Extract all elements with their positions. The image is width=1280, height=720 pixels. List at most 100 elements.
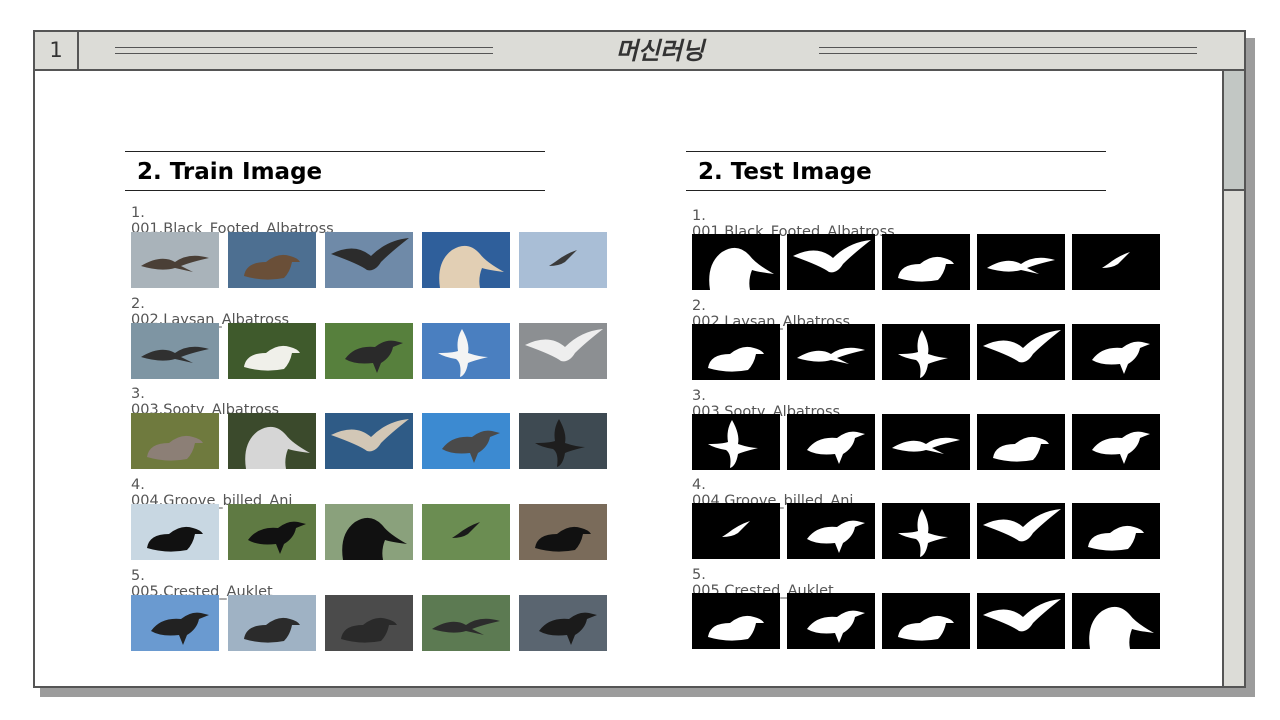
segmentation-mask	[787, 324, 875, 380]
segmentation-mask-bird	[797, 347, 865, 364]
train-image-row	[131, 413, 616, 469]
segmentation-mask-background	[977, 234, 1065, 290]
segmentation-mask-bird	[709, 247, 774, 290]
train-thumbnail-bird	[331, 419, 409, 452]
train-thumbnail	[519, 504, 607, 560]
segmentation-mask-bird	[807, 431, 865, 464]
train-thumbnail-bird	[539, 612, 597, 645]
segmentation-mask-bird	[898, 615, 954, 641]
train-thumbnail-bird	[244, 254, 300, 280]
segmentation-mask	[692, 234, 780, 290]
segmentation-mask	[787, 414, 875, 470]
segmentation-mask-bird	[987, 257, 1055, 274]
train-thumbnail	[131, 595, 219, 651]
segmentation-mask	[977, 593, 1065, 649]
segmentation-mask	[1072, 414, 1160, 470]
train-thumbnail-bird	[244, 345, 300, 371]
train-thumbnail	[422, 413, 510, 469]
segmentation-mask-bird	[898, 256, 954, 282]
segmentation-mask	[692, 324, 780, 380]
segmentation-mask-bird	[1092, 431, 1150, 464]
segmentation-mask-bird	[793, 240, 871, 273]
segmentation-mask	[1072, 503, 1160, 559]
segmentation-mask-bird	[1089, 606, 1154, 649]
train-thumbnail	[131, 232, 219, 288]
train-image-row	[131, 595, 616, 651]
page-number: 1	[35, 32, 79, 69]
train-thumbnail	[422, 504, 510, 560]
train-thumbnail-bird	[535, 526, 591, 552]
segmentation-mask	[977, 503, 1065, 559]
segmentation-mask	[1072, 593, 1160, 649]
train-thumbnail	[228, 323, 316, 379]
segmentation-mask	[977, 414, 1065, 470]
train-image-row	[131, 232, 616, 288]
test-mask-row	[692, 593, 1167, 649]
test-heading: 2. Test Image	[698, 159, 872, 185]
segmentation-mask-background	[787, 324, 875, 380]
train-thumbnail-bird	[151, 612, 209, 645]
segmentation-mask-bird	[807, 520, 865, 553]
train-thumbnail-bird	[244, 617, 300, 643]
train-thumbnail	[325, 504, 413, 560]
train-thumbnail-bird	[345, 340, 403, 373]
train-image-row	[131, 323, 616, 379]
train-thumbnail-bird	[438, 329, 488, 377]
train-heading: 2. Train Image	[137, 159, 323, 185]
test-mask-row	[692, 503, 1167, 559]
segmentation-mask-bird	[892, 437, 960, 454]
train-thumbnail	[422, 232, 510, 288]
segmentation-mask-bird	[1102, 252, 1130, 268]
train-thumbnail-bird	[341, 617, 397, 643]
segmentation-mask	[977, 234, 1065, 290]
train-thumbnail	[519, 323, 607, 379]
vertical-scrollbar[interactable]	[1222, 71, 1244, 686]
segmentation-mask-bird	[1088, 525, 1144, 551]
segmentation-mask-bird	[708, 420, 758, 468]
segmentation-mask	[1072, 234, 1160, 290]
segmentation-mask	[1072, 324, 1160, 380]
train-thumbnail	[422, 595, 510, 651]
segmentation-mask-bird	[993, 436, 1049, 462]
segmentation-mask	[882, 414, 970, 470]
train-image-row	[131, 504, 616, 560]
train-thumbnail	[228, 413, 316, 469]
train-thumbnail-bird	[147, 435, 203, 461]
train-thumbnail-bird	[342, 517, 407, 560]
segmentation-mask	[977, 324, 1065, 380]
segmentation-mask	[882, 593, 970, 649]
segmentation-mask-bird	[983, 330, 1061, 363]
train-thumbnail-bird	[147, 526, 203, 552]
segmentation-mask	[692, 414, 780, 470]
segmentation-mask	[882, 503, 970, 559]
segmentation-mask	[882, 234, 970, 290]
segmentation-mask	[787, 593, 875, 649]
train-thumbnail	[325, 413, 413, 469]
train-thumbnail	[325, 323, 413, 379]
title-rule-left	[115, 47, 493, 54]
train-thumbnail-bird	[439, 245, 504, 288]
train-thumbnail	[325, 232, 413, 288]
segmentation-mask-bird	[708, 346, 764, 372]
train-thumbnail-bird	[525, 329, 603, 362]
train-thumbnail-bird	[432, 618, 500, 635]
train-thumbnail-background	[131, 232, 219, 288]
segmentation-mask-bird	[1092, 341, 1150, 374]
train-thumbnail	[325, 595, 413, 651]
test-mask-row	[692, 324, 1167, 380]
train-thumbnail-bird	[245, 426, 310, 469]
train-thumbnail-bird	[535, 419, 585, 467]
train-thumbnail-background	[131, 323, 219, 379]
segmentation-mask-bird	[708, 615, 764, 641]
train-thumbnail-bird	[442, 430, 500, 463]
title-bar: 1 머신러닝	[35, 32, 1244, 71]
segmentation-mask	[787, 503, 875, 559]
segmentation-mask-bird	[807, 610, 865, 643]
train-thumbnail	[228, 232, 316, 288]
test-heading-box: 2. Test Image	[686, 151, 1106, 191]
scrollbar-thumb[interactable]	[1224, 71, 1244, 191]
page-title: 머신러닝	[615, 37, 705, 65]
train-thumbnail-bird	[452, 522, 480, 538]
segmentation-mask-bird	[983, 509, 1061, 542]
train-thumbnail-bird	[331, 238, 409, 271]
